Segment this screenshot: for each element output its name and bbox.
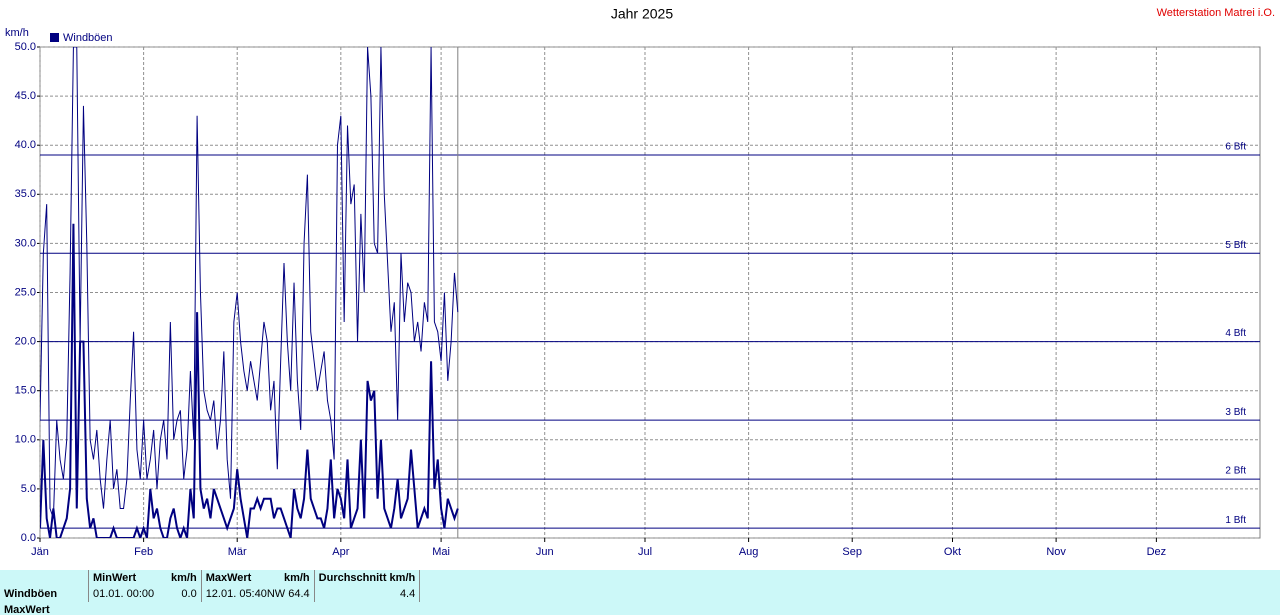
beaufort-label: 5 Bft bbox=[1225, 240, 1246, 251]
chart-title: Jahr 2025 bbox=[611, 6, 673, 22]
x-tick-label: Nov bbox=[1046, 546, 1066, 558]
cell: 0.0 bbox=[181, 588, 197, 600]
legend-label: Windböen bbox=[63, 32, 113, 44]
cell: 4.4 bbox=[313, 586, 420, 602]
cell: 12.01. 05:40NW 64.4 bbox=[200, 586, 315, 602]
beaufort-label: 4 Bft bbox=[1225, 328, 1246, 339]
x-tick-label: Jän bbox=[31, 546, 49, 558]
y-tick-label: 15.0 bbox=[15, 385, 36, 397]
row-label: Windböen bbox=[4, 588, 58, 600]
header-cell: km/h bbox=[171, 572, 197, 584]
y-tick-label: 10.0 bbox=[15, 434, 36, 446]
header-cell: Durchschnitt km/h bbox=[313, 570, 420, 586]
legend-swatch bbox=[50, 33, 59, 42]
wind-line bbox=[40, 223, 459, 538]
header-cell: MinWert bbox=[88, 570, 167, 586]
beaufort-label: 2 Bft bbox=[1225, 466, 1246, 477]
wind-line bbox=[40, 47, 459, 519]
cell: 01.01. 00:00 bbox=[88, 586, 167, 602]
x-tick-label: Jul bbox=[638, 546, 652, 558]
x-tick-label: Okt bbox=[944, 546, 961, 558]
row-label: MaxWert bbox=[4, 604, 50, 615]
y-tick-label: 40.0 bbox=[15, 139, 36, 151]
stats-table: MinWert km/h MaxWert km/h Durchschnitt k… bbox=[0, 570, 429, 615]
y-tick-label: 35.0 bbox=[15, 188, 36, 200]
header-cell: km/h bbox=[283, 572, 310, 584]
y-tick-label: 25.0 bbox=[15, 286, 36, 298]
cell bbox=[419, 586, 429, 602]
header-cell: MaxWert bbox=[200, 570, 280, 586]
x-tick-label: Mär bbox=[228, 546, 247, 558]
cell bbox=[0, 570, 89, 586]
station-name: Wetterstation Matrei i.O. bbox=[1157, 7, 1275, 19]
y-tick-label: 50.0 bbox=[15, 41, 36, 53]
beaufort-label: 6 Bft bbox=[1225, 142, 1246, 153]
stats-panel: MinWert km/h MaxWert km/h Durchschnitt k… bbox=[0, 570, 1280, 615]
x-tick-label: Sep bbox=[842, 546, 862, 558]
y-tick-label: 20.0 bbox=[15, 336, 36, 348]
beaufort-label: 1 Bft bbox=[1225, 515, 1246, 526]
y-axis-label: km/h bbox=[5, 27, 29, 39]
y-tick-label: 45.0 bbox=[15, 90, 36, 102]
chart: Jahr 2025 Wetterstation Matrei i.O. km/h… bbox=[5, 6, 1275, 558]
x-tick-label: Dez bbox=[1147, 546, 1167, 558]
y-tick-label: 5.0 bbox=[21, 483, 36, 495]
x-tick-label: Aug bbox=[739, 546, 759, 558]
x-tick-label: Feb bbox=[134, 546, 153, 558]
x-tick-label: Apr bbox=[332, 546, 349, 558]
y-tick-label: 0.0 bbox=[21, 532, 36, 544]
y-tick-label: 30.0 bbox=[15, 237, 36, 249]
beaufort-label: 3 Bft bbox=[1225, 407, 1246, 418]
x-tick-label: Jun bbox=[536, 546, 554, 558]
x-tick-label: Mai bbox=[432, 546, 450, 558]
cell bbox=[419, 570, 429, 586]
